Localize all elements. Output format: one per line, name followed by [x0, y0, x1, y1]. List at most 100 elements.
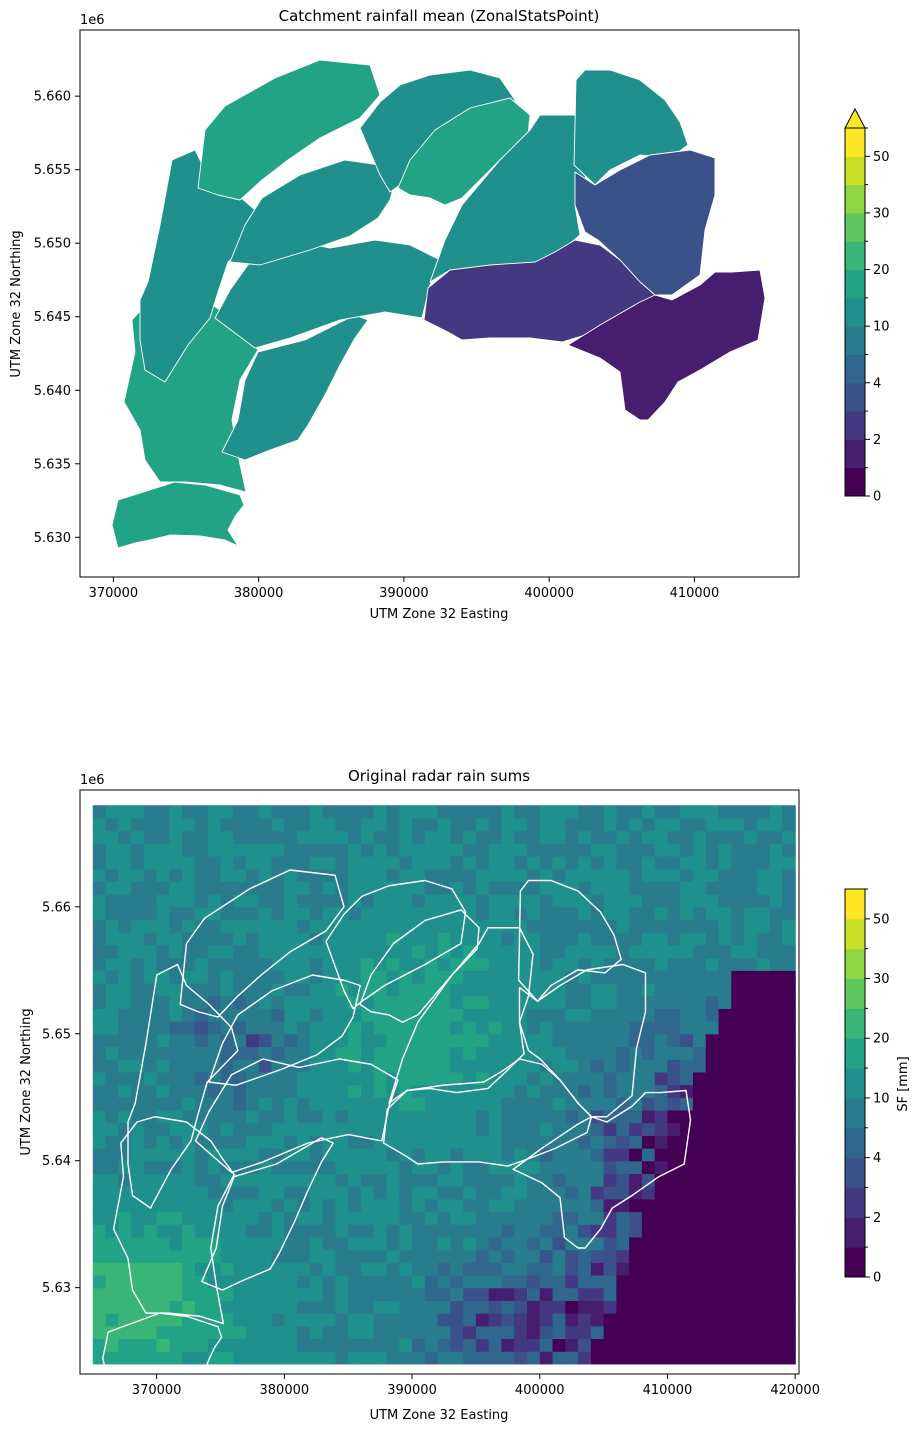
radar-cell: [246, 1122, 260, 1136]
radar-cell: [271, 1021, 285, 1035]
radar-cell: [309, 1300, 324, 1314]
radar-cell: [143, 1236, 158, 1251]
radar-cell: [335, 1160, 349, 1175]
radar-cell: [539, 881, 554, 895]
radar-cell: [744, 1173, 758, 1187]
radar-cell: [718, 1160, 732, 1175]
radar-cell: [373, 1211, 388, 1225]
radar-cell: [744, 1338, 758, 1352]
radar-cell: [399, 995, 413, 1009]
radar-cell: [169, 1033, 183, 1048]
radar-cell: [514, 919, 528, 933]
radar-cell: [450, 881, 464, 895]
radar-cell: [118, 1122, 132, 1136]
chart-title-top: Catchment rainfall mean (ZonalStatsPoint…: [279, 7, 600, 25]
radar-cell: [654, 1135, 669, 1149]
radar-cell: [246, 957, 260, 971]
radar-cell: [386, 957, 400, 971]
radar-cell: [360, 830, 375, 844]
catchment-outline: [518, 963, 647, 1118]
radar-cell: [118, 995, 132, 1009]
radar-cell: [309, 1148, 324, 1162]
radar-cell: [526, 1325, 541, 1340]
radar-cell: [616, 830, 630, 844]
radar-cell: [143, 868, 158, 883]
radar-cell: [437, 1097, 451, 1111]
radar-cell: [680, 1160, 694, 1175]
radar-cell: [131, 1135, 145, 1149]
radar-cell: [744, 1325, 758, 1340]
radar-cell: [578, 1097, 592, 1111]
radar-cell: [348, 1084, 362, 1098]
radar-cell: [782, 1135, 796, 1149]
radar-cell: [118, 1287, 132, 1301]
radar-cell: [552, 982, 566, 997]
radar-cell: [782, 1325, 796, 1340]
radar-cell: [348, 1097, 362, 1111]
radar-cell: [616, 1198, 630, 1213]
radar-cell: [565, 1084, 579, 1098]
radar-cell: [271, 919, 285, 933]
radar-cell: [705, 1059, 720, 1073]
radar-cell: [297, 1097, 311, 1111]
radar-cell: [578, 932, 592, 946]
radar-cell: [373, 894, 388, 908]
colorbar-segment: [845, 411, 865, 440]
radar-cell: [348, 868, 362, 883]
radar-cell: [437, 995, 451, 1009]
radar-cell: [207, 843, 222, 857]
radar-cell: [220, 881, 234, 895]
radar-cell: [335, 906, 349, 921]
radar-cell: [654, 1071, 669, 1086]
radar-cell: [246, 1262, 260, 1276]
radar-cell: [271, 817, 285, 832]
radar-cell: [399, 919, 413, 933]
radar-cell: [194, 970, 209, 984]
radar-cell: [629, 1021, 643, 1035]
radar-cell: [297, 1160, 311, 1175]
radar-cell: [360, 1148, 375, 1162]
radar-cell: [782, 843, 796, 857]
radar-cell: [590, 995, 605, 1009]
radar-cell: [233, 1211, 247, 1225]
radar-cell: [424, 957, 439, 971]
radar-cell: [105, 805, 119, 819]
radar-cell: [654, 944, 669, 959]
radar-cell: [756, 1046, 771, 1060]
radar-cell: [297, 1109, 311, 1124]
radar-cell: [412, 1148, 426, 1162]
radar-cell: [629, 1325, 643, 1340]
radar-cell: [667, 970, 681, 984]
radar-cell: [616, 1300, 630, 1314]
radar-cell: [641, 868, 656, 883]
radar-cell: [297, 894, 311, 908]
radar-cell: [756, 1109, 771, 1124]
radar-cell: [131, 1236, 145, 1251]
radar-cell: [437, 1224, 451, 1238]
radar-cell: [335, 1097, 349, 1111]
radar-cell: [118, 906, 132, 921]
radar-cell: [603, 881, 617, 895]
colorbar-tick-label: 0: [873, 490, 881, 505]
radar-cell: [693, 856, 707, 870]
radar-cell: [373, 1236, 388, 1251]
radar-cell: [399, 856, 413, 870]
radar-cell: [756, 995, 771, 1009]
radar-cell: [552, 1300, 566, 1314]
radar-cell: [539, 1325, 554, 1340]
radar-cell: [769, 1262, 783, 1276]
radar-cell: [437, 1008, 451, 1022]
radar-cell: [756, 1198, 771, 1213]
radar-cell: [756, 1122, 771, 1136]
radar-cell: [335, 817, 349, 832]
radar-cell: [386, 1287, 400, 1301]
radar-cell: [463, 830, 477, 844]
radar-cell: [693, 932, 707, 946]
radar-cell: [386, 868, 400, 883]
radar-cell: [92, 1338, 107, 1352]
radar-cell: [233, 817, 247, 832]
radar-cell: [399, 1224, 413, 1238]
radar-cell: [718, 1033, 732, 1048]
radar-cell: [424, 894, 439, 908]
radar-cell: [297, 1274, 311, 1289]
